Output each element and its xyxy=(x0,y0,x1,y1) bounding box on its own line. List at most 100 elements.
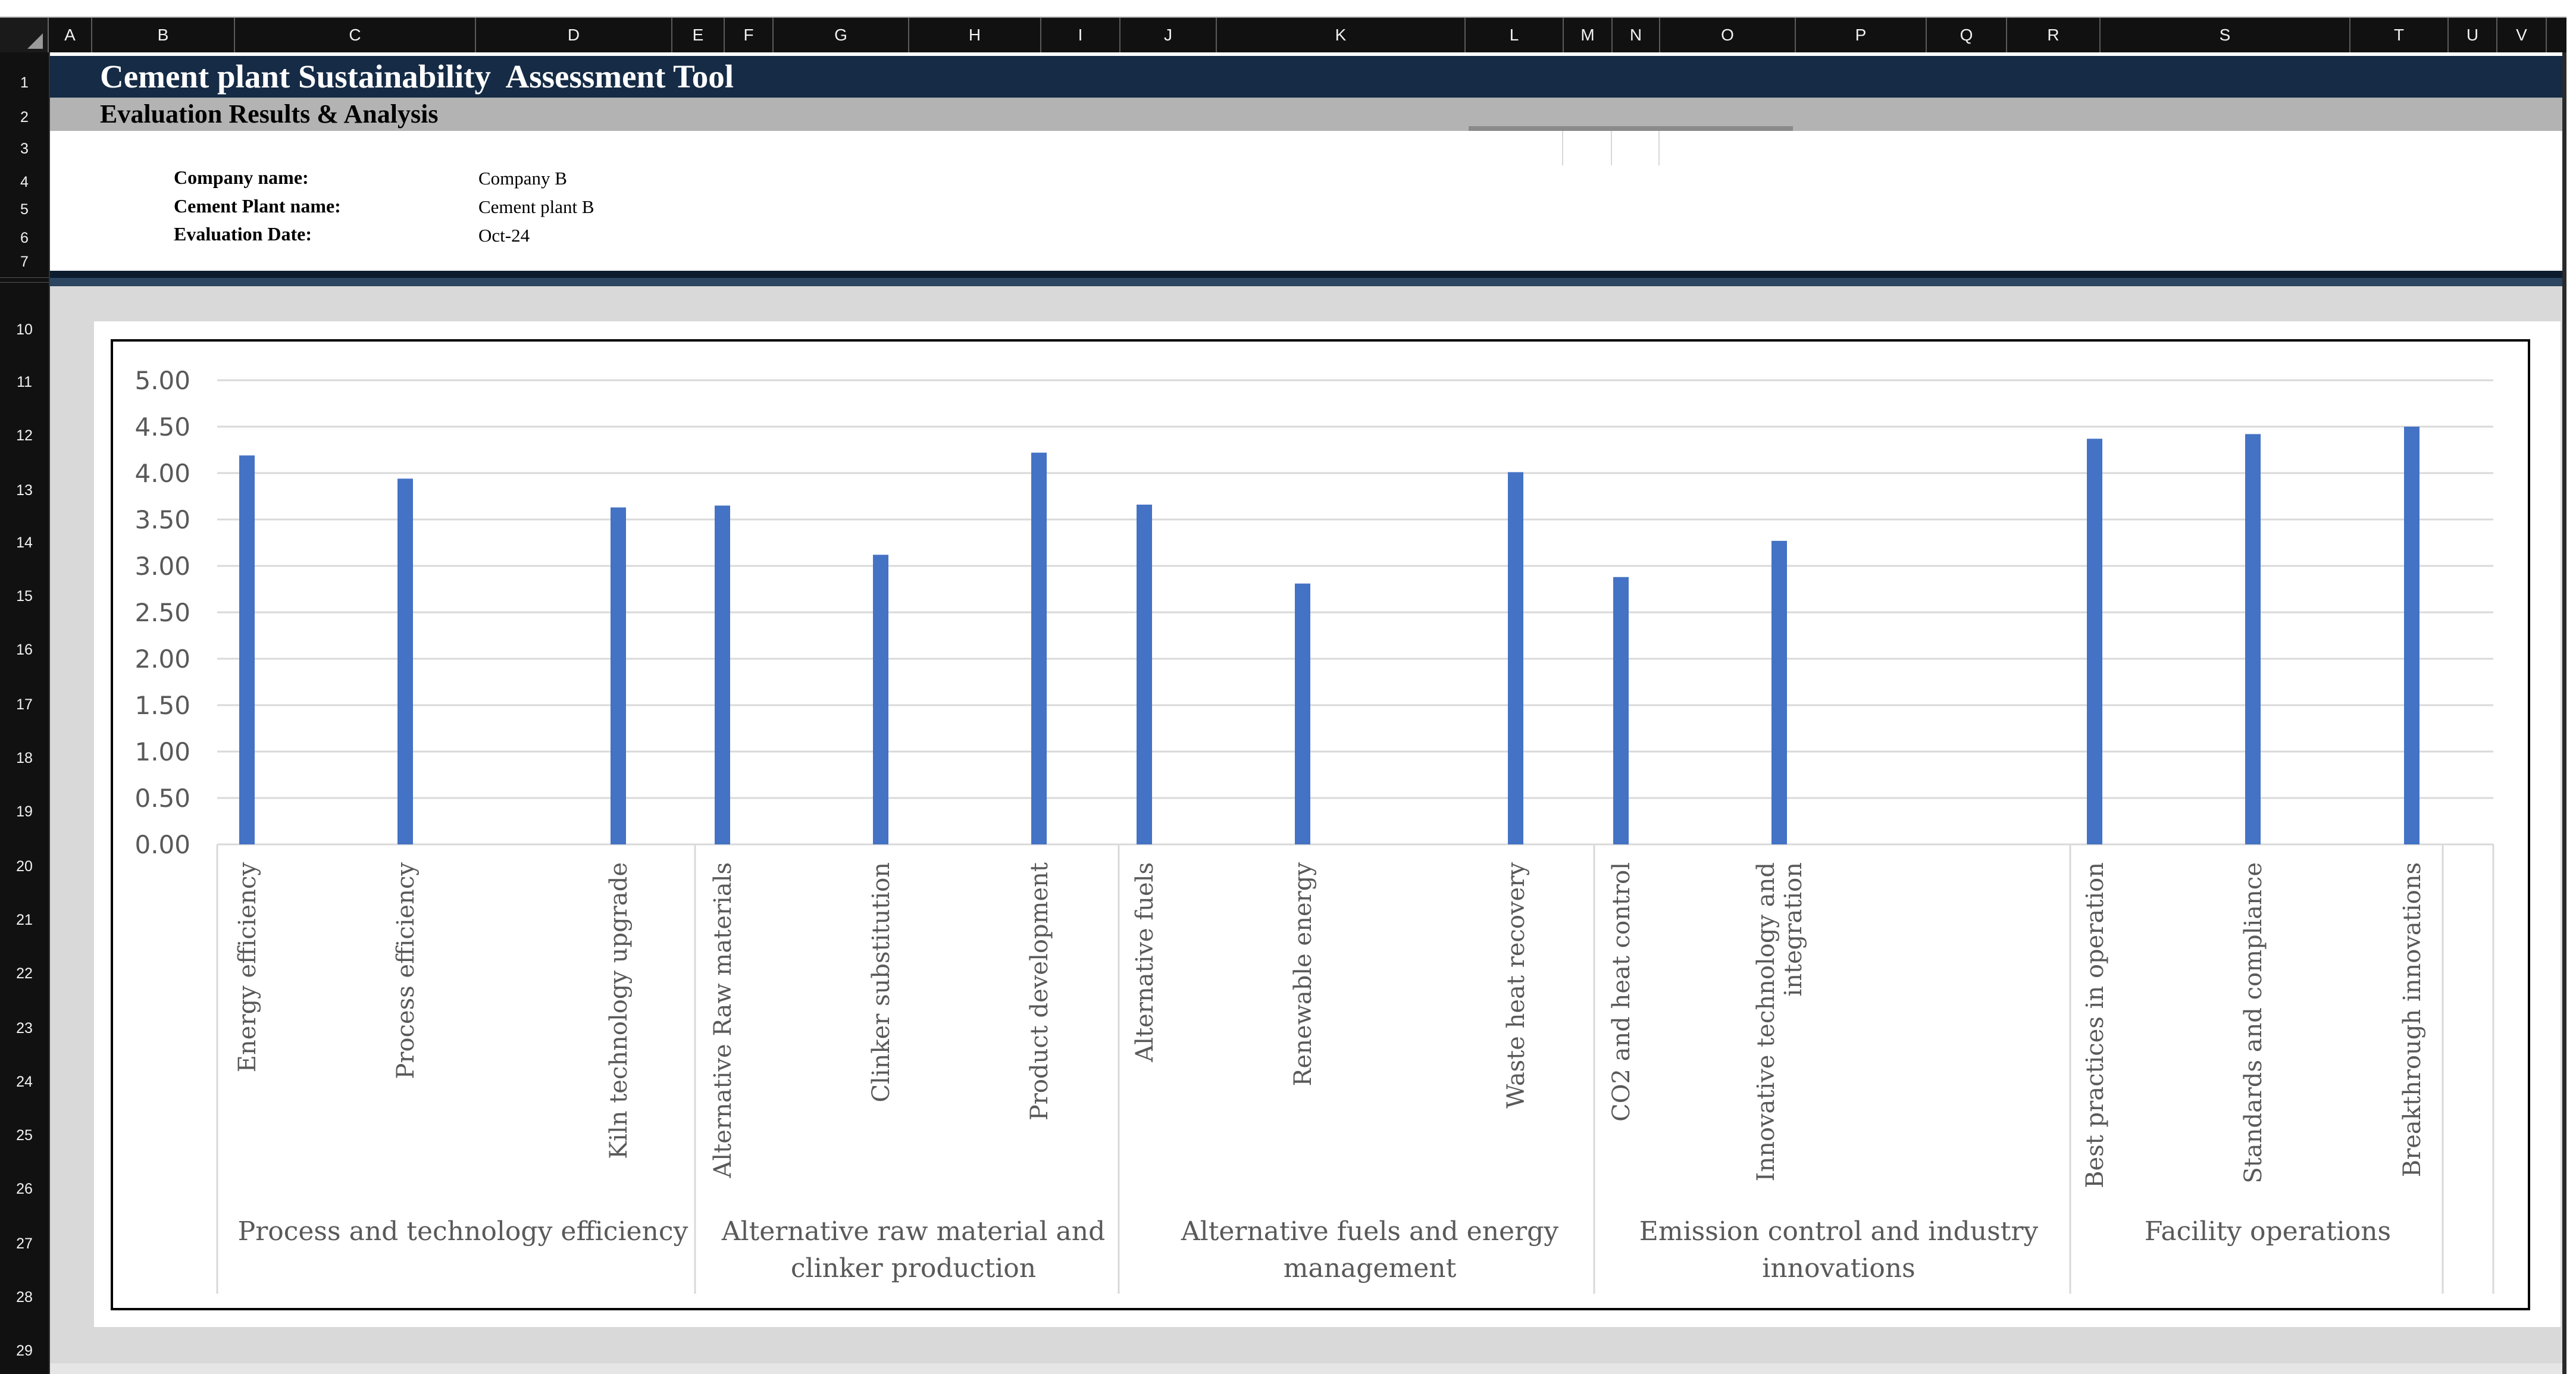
company-name-value[interactable]: Company B xyxy=(478,168,567,189)
x-tick-label-line: Best practices in operation xyxy=(2082,862,2109,1188)
category-group-label: Emission control and industry innovations xyxy=(1639,1216,2039,1284)
row-header-4[interactable]: 4 xyxy=(20,174,29,190)
column-header-o[interactable]: O xyxy=(1660,18,1796,52)
row-header-14[interactable]: 14 xyxy=(16,534,33,551)
x-tick-label: Waste heat recovery xyxy=(1503,862,1530,1109)
row-header-6[interactable]: 6 xyxy=(20,230,29,246)
x-tick-label: Standards and compliance xyxy=(2240,862,2267,1184)
grid-edge xyxy=(49,52,50,1374)
column-header-t[interactable]: T xyxy=(2350,18,2449,52)
category-group-label-line: innovations xyxy=(1762,1253,1915,1284)
row-header-19[interactable]: 19 xyxy=(16,803,33,820)
y-tick-label: 1.50 xyxy=(134,691,190,720)
sheet-bottom-edge xyxy=(50,1363,2562,1374)
x-tick-label-line: Alternative fuels xyxy=(1131,862,1159,1063)
select-all-button[interactable] xyxy=(0,18,49,54)
column-header-p[interactable]: P xyxy=(1796,18,1927,52)
bar xyxy=(2245,434,2261,844)
row-header-21[interactable]: 21 xyxy=(16,912,33,928)
y-tick-label: 2.50 xyxy=(134,598,190,627)
row-header-7[interactable]: 7 xyxy=(20,253,29,270)
x-tick-label: Innovative technology andintegration xyxy=(1752,862,1807,1181)
y-tick-label: 3.50 xyxy=(134,505,190,534)
x-tick-label: Clinker substitution xyxy=(868,862,895,1103)
column-header-e[interactable]: E xyxy=(672,18,725,52)
row-header-2[interactable]: 2 xyxy=(20,109,29,126)
bar xyxy=(1508,472,1523,844)
row-header-25[interactable]: 25 xyxy=(16,1127,33,1144)
row-header-28[interactable]: 28 xyxy=(16,1289,33,1306)
row-header-1[interactable]: 1 xyxy=(20,74,29,91)
x-tick-label: Process efficiency xyxy=(392,862,420,1079)
row-header-16[interactable]: 16 xyxy=(16,641,33,658)
hidden-rows-marker xyxy=(0,282,49,283)
column-header-g[interactable]: G xyxy=(774,18,909,52)
y-tick-label: 4.50 xyxy=(134,412,190,442)
x-tick-label-line: Standards and compliance xyxy=(2240,862,2267,1184)
row-header-27[interactable]: 27 xyxy=(16,1235,33,1252)
y-tick-label: 3.00 xyxy=(134,552,190,581)
evaluation-date-label: Evaluation Date: xyxy=(174,223,312,245)
column-header-f[interactable]: F xyxy=(725,18,774,52)
column-header-l[interactable]: L xyxy=(1466,18,1564,52)
column-header-m[interactable]: M xyxy=(1564,18,1613,52)
row-header-15[interactable]: 15 xyxy=(16,588,33,605)
row-header-22[interactable]: 22 xyxy=(16,965,33,982)
column-header-u[interactable]: U xyxy=(2449,18,2497,52)
x-tick-label-line: Kiln technology upgrade xyxy=(605,862,633,1159)
column-header-b[interactable]: B xyxy=(92,18,235,52)
column-header-k[interactable]: K xyxy=(1217,18,1466,52)
category-group-label: Facility operations xyxy=(2145,1216,2391,1247)
row-header-20[interactable]: 20 xyxy=(16,858,33,875)
row-header-29[interactable]: 29 xyxy=(16,1342,33,1359)
row-header-11[interactable]: 11 xyxy=(17,374,32,390)
column-header-r[interactable]: R xyxy=(2007,18,2101,52)
column-header-s[interactable]: S xyxy=(2101,18,2350,52)
x-tick-label-line: Process efficiency xyxy=(392,862,420,1079)
category-group-label: Alternative raw material and clinker prod… xyxy=(721,1216,1106,1284)
company-name-label: Company name: xyxy=(174,167,309,188)
cell-shading xyxy=(1469,126,1793,131)
row-header-17[interactable]: 17 xyxy=(16,696,33,713)
section-divider xyxy=(50,271,2562,278)
column-header-n[interactable]: N xyxy=(1613,18,1660,52)
y-tick-label: 5.00 xyxy=(134,366,190,395)
row-header-13[interactable]: 13 xyxy=(16,482,33,499)
bar xyxy=(1295,583,1310,844)
chart-svg: 0.00 0.50 1.00 1.50 2.00 2.50 3.00 3.50 4.00 4.50… xyxy=(134,366,2494,1294)
cell-border xyxy=(1611,131,1612,165)
bar xyxy=(1771,540,1787,844)
x-tick-label-line: Renewable energy xyxy=(1289,862,1317,1087)
subtitle-band xyxy=(50,98,2562,131)
row-header-23[interactable]: 23 xyxy=(16,1020,33,1037)
x-tick-label: Energy efficiency xyxy=(234,862,261,1073)
plant-name-value[interactable]: Cement plant B xyxy=(478,196,594,217)
evaluation-date-value[interactable]: Oct-24 xyxy=(478,225,530,246)
row-header-3[interactable]: 3 xyxy=(20,140,29,157)
x-tick-label: Product development xyxy=(1026,862,1053,1121)
bar xyxy=(1613,577,1629,844)
column-header-j[interactable]: J xyxy=(1120,18,1217,52)
evaluation-chart[interactable]: 0.00 0.50 1.00 1.50 2.00 2.50 3.00 3.50 4.00 4.50… xyxy=(111,339,2530,1310)
row-header-24[interactable]: 24 xyxy=(16,1073,33,1090)
category-group-label-line: Alternative raw material and xyxy=(721,1216,1106,1247)
column-header-a[interactable]: A xyxy=(49,18,92,52)
row-header-18[interactable]: 18 xyxy=(16,750,33,766)
row-header-5[interactable]: 5 xyxy=(20,201,29,218)
column-header-q[interactable]: Q xyxy=(1927,18,2007,52)
column-header-d[interactable]: D xyxy=(476,18,672,52)
column-header-c[interactable]: C xyxy=(235,18,476,52)
window-edge xyxy=(2562,52,2566,1374)
column-header-h[interactable]: H xyxy=(909,18,1041,52)
category-group-label-line: Alternative fuels and energy xyxy=(1181,1216,1558,1247)
category-group-label-line: Emission control and industry xyxy=(1639,1216,2039,1247)
row-header-bar: 1 2 3 4 5 6 7 10 11 12 13 14 15 16 17 18… xyxy=(0,52,49,1374)
x-tick-label-line: CO2 and heat control xyxy=(1608,862,1635,1122)
x-tick-label: Kiln technology upgrade xyxy=(605,862,633,1159)
x-tick-label: Alternative fuels xyxy=(1131,862,1159,1063)
row-header-12[interactable]: 12 xyxy=(16,427,33,444)
row-header-10[interactable]: 10 xyxy=(16,321,33,338)
column-header-v[interactable]: V xyxy=(2497,18,2547,52)
column-header-i[interactable]: I xyxy=(1041,18,1120,52)
row-header-26[interactable]: 26 xyxy=(16,1181,33,1197)
